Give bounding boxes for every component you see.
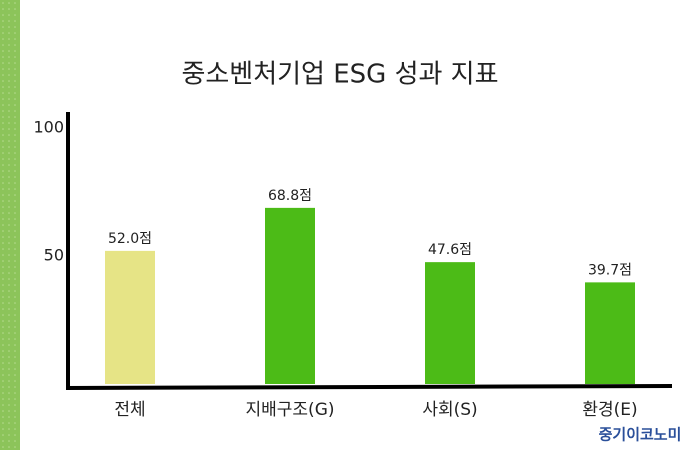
x-tick-label: 전체	[114, 400, 145, 420]
x-tick-label: 사회(S)	[422, 400, 477, 420]
bar	[585, 282, 635, 384]
bar	[105, 250, 155, 384]
value-label: 52.0점	[108, 231, 152, 247]
y-tick-label: 100	[33, 118, 64, 137]
watermark: 중기이코노미	[599, 426, 682, 444]
value-label: 39.7점	[588, 262, 632, 278]
side-stripe	[0, 0, 20, 450]
x-axis	[65, 384, 673, 390]
value-label: 68.8점	[268, 188, 312, 204]
x-tick-label: 환경(E)	[582, 400, 637, 420]
bar	[265, 207, 315, 384]
x-tick-label: 지배구조(G)	[246, 400, 335, 420]
y-tick-label: 50	[44, 246, 64, 265]
chart-title: 중소벤처기업 ESG 성과 지표	[181, 60, 498, 90]
value-label: 47.6점	[428, 242, 472, 258]
bar	[425, 262, 475, 384]
